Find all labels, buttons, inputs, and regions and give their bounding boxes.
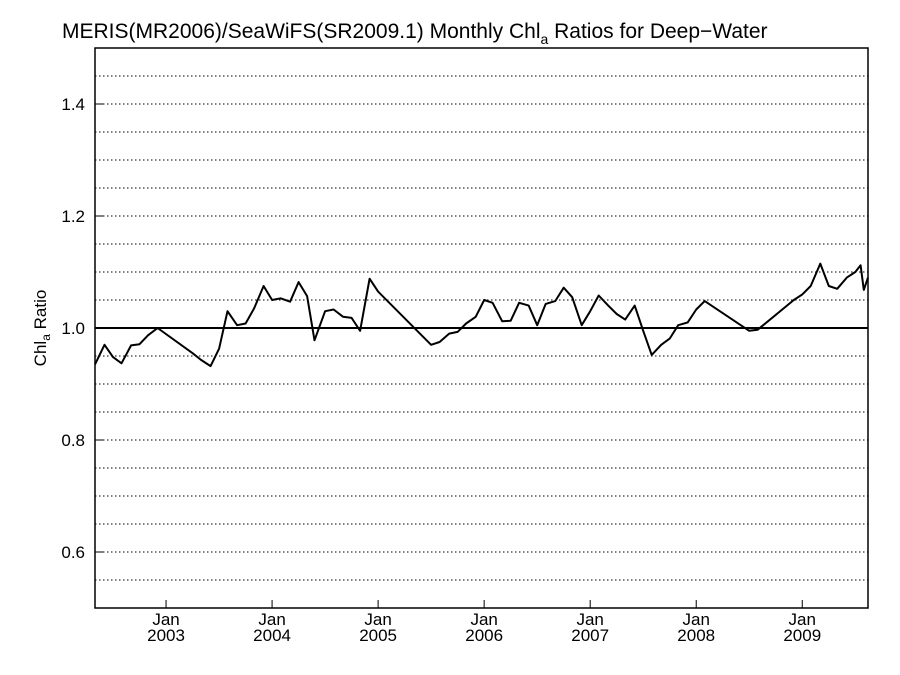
- x-tick-month-label: Jan: [576, 610, 603, 629]
- x-tick-month-label: Jan: [258, 610, 285, 629]
- x-tick-year-label: 2003: [147, 626, 185, 645]
- y-axis: 0.6 0.8 1.0 1.2 1.4: [61, 95, 103, 562]
- x-tick-year-label: 2007: [571, 626, 609, 645]
- series-line: [94, 262, 869, 368]
- x-tick-year-label: 2008: [677, 626, 715, 645]
- x-tick-year-label: 2005: [359, 626, 397, 645]
- x-tick-month-label: Jan: [789, 610, 816, 629]
- y-tick-label: 1.4: [61, 95, 85, 114]
- y-tick-label: 1.0: [61, 319, 85, 338]
- grid-lines: [95, 75, 868, 581]
- x-tick-year-label: 2009: [783, 626, 821, 645]
- x-tick-month-label: Jan: [683, 610, 710, 629]
- x-tick-month-label: Jan: [470, 610, 497, 629]
- x-tick-year-label: 2006: [465, 626, 503, 645]
- x-tick-month-label: Jan: [152, 610, 179, 629]
- chart-title: MERIS(MR2006)/SeaWiFS(SR2009.1) Monthly …: [62, 20, 768, 47]
- x-tick-year-label: 2004: [253, 626, 291, 645]
- y-tick-label: 0.8: [61, 431, 85, 450]
- y-tick-label: 0.6: [61, 543, 85, 562]
- y-tick-label: 1.2: [61, 207, 85, 226]
- x-axis: Jan2003Jan2004Jan2005Jan2006Jan2007Jan20…: [147, 600, 821, 645]
- y-axis-label: Chla Ratio: [31, 290, 53, 367]
- x-tick-month-label: Jan: [364, 610, 391, 629]
